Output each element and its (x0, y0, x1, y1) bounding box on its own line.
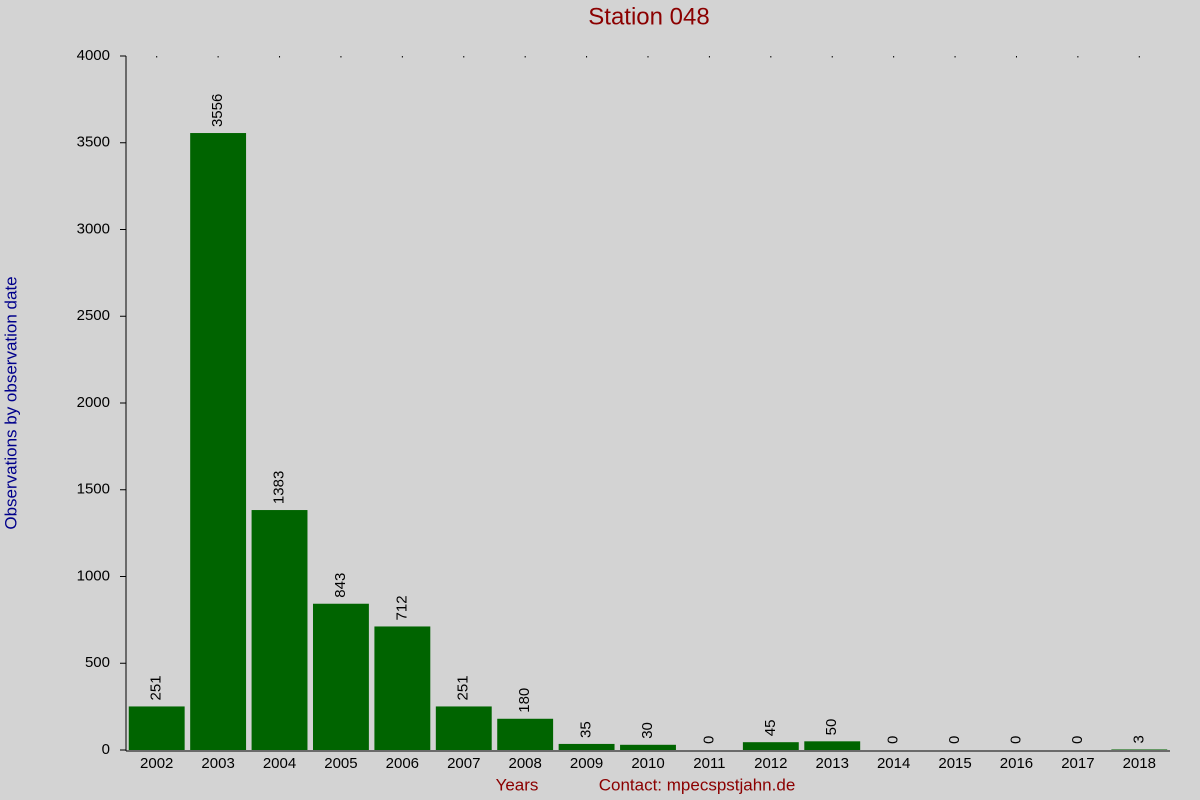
value-label: 0 (885, 736, 902, 744)
x-tick-label: 2016 (1000, 755, 1033, 772)
x-tick-label: 2006 (386, 755, 419, 772)
bar (497, 718, 554, 750)
y-tick-label: 1500 (77, 481, 110, 498)
chart-title: Station 048 (588, 3, 709, 30)
bar (251, 510, 308, 750)
x-tick-label: 2010 (631, 755, 664, 772)
bar (620, 744, 676, 750)
value-label: 843 (332, 573, 349, 598)
bar (1111, 749, 1168, 750)
value-label: 0 (946, 736, 963, 744)
y-tick-label: 4000 (77, 47, 110, 64)
contact: Contact: mpecspstjahn.de (599, 775, 796, 794)
bar (558, 743, 615, 750)
value-label: 3556 (209, 94, 226, 127)
x-tick-label: 2012 (754, 755, 787, 772)
y-tick-label: 500 (85, 654, 110, 671)
value-label: 0 (1069, 736, 1086, 744)
y-tick-label: 1000 (77, 567, 110, 584)
x-tick-label: 2008 (508, 755, 541, 772)
value-label: 30 (639, 722, 656, 739)
x-tick-label: 2003 (201, 755, 234, 772)
x-tick-label: 2013 (816, 755, 849, 772)
value-label: 251 (455, 675, 472, 700)
bar (804, 741, 861, 750)
x-tick-label: 2011 (693, 755, 725, 772)
value-label: 180 (516, 688, 533, 713)
bar (128, 706, 185, 750)
bar (190, 133, 247, 750)
bar (742, 742, 799, 750)
bar (374, 626, 431, 750)
x-tick-label: 2014 (877, 755, 910, 772)
value-label: 0 (700, 736, 717, 744)
x-tick-label: 2015 (938, 755, 971, 772)
y-tick-label: 3000 (77, 220, 110, 237)
value-label: 712 (393, 595, 410, 620)
y-tick-label: 0 (102, 741, 110, 758)
value-label: 0 (1007, 736, 1024, 744)
value-label: 50 (823, 719, 840, 736)
x-tick-label: 2018 (1123, 755, 1156, 772)
x-tick-label: 2017 (1061, 755, 1094, 772)
value-label: 45 (762, 720, 779, 737)
x-tick-label: 2004 (263, 755, 296, 772)
bar (312, 603, 369, 750)
x-tick-label: 2002 (140, 755, 173, 772)
x-tick-label: 2005 (324, 755, 357, 772)
bar (435, 706, 492, 750)
value-label: 251 (148, 675, 165, 700)
value-label: 35 (578, 721, 595, 738)
y-axis-label: Observations by observation date (1, 276, 20, 529)
value-label: 3 (1130, 735, 1147, 743)
y-tick-label: 2500 (77, 307, 110, 324)
x-tick-label: 2007 (447, 755, 480, 772)
x-tick-label: 2009 (570, 755, 603, 772)
x-axis-label: Years (496, 775, 539, 794)
y-tick-label: 3500 (77, 134, 110, 151)
y-tick-label: 2000 (77, 394, 110, 411)
value-label: 1383 (270, 471, 287, 504)
